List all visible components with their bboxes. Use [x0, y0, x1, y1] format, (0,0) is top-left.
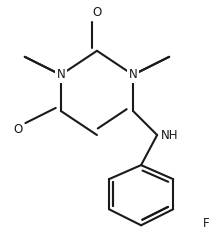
Text: NH: NH — [161, 128, 179, 141]
Text: N: N — [129, 68, 137, 81]
Text: O: O — [92, 6, 102, 19]
Text: O: O — [14, 122, 23, 136]
Text: F: F — [203, 217, 210, 230]
Text: N: N — [56, 68, 65, 81]
